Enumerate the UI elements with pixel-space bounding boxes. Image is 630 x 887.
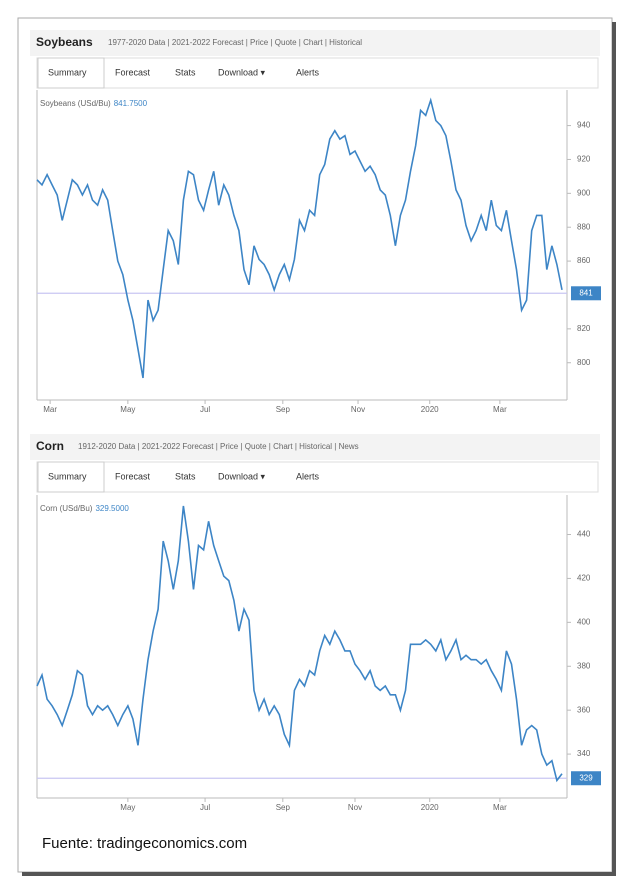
footer: Fuente: tradingeconomics.com xyxy=(42,835,247,852)
tab: Forecast xyxy=(115,471,151,481)
tab: Summary xyxy=(48,67,87,77)
series-price: 329.5000 xyxy=(95,504,129,513)
y-tick-label: 940 xyxy=(577,121,591,130)
series-price: 841.7500 xyxy=(114,99,148,108)
tab: Summary xyxy=(48,471,87,481)
y-tick-label: 880 xyxy=(577,222,591,231)
x-tick-label: Sep xyxy=(276,405,291,414)
tab-selected xyxy=(37,57,105,89)
x-tick-label: Mar xyxy=(493,405,507,414)
y-tick-label: 420 xyxy=(577,574,591,583)
series-label: Soybeans (USd/Bu) xyxy=(40,99,111,108)
y-tick-label: 340 xyxy=(577,749,591,758)
y-tick-label: 440 xyxy=(577,530,591,539)
price-marker-box xyxy=(571,771,601,786)
x-tick-label: Nov xyxy=(351,405,365,414)
card-shadow xyxy=(612,22,616,876)
tab: Stats xyxy=(175,471,196,481)
header-bar xyxy=(30,30,600,56)
tab: Download ▾ xyxy=(218,471,266,481)
x-tick-label: May xyxy=(120,405,135,414)
y-tick-label: 920 xyxy=(577,155,591,164)
y-tick-label: 360 xyxy=(577,705,591,714)
x-tick-label: Nov xyxy=(348,803,362,812)
price-marker-box xyxy=(571,286,601,301)
price-line xyxy=(36,97,563,379)
tab: Alerts xyxy=(296,471,320,481)
tab-bar xyxy=(36,461,599,493)
x-tick-label: Jul xyxy=(200,803,210,812)
chart-subtitle: 1977-2020 Data | 2021-2022 Forecast | Pr… xyxy=(108,38,362,47)
chart-title: Corn xyxy=(36,439,64,453)
x-tick-label: 2020 xyxy=(421,405,439,414)
x-tick-label: Mar xyxy=(493,803,507,812)
chart-title: Soybeans xyxy=(36,35,93,49)
x-tick-label: Mar xyxy=(43,405,57,414)
series-label: Corn (USd/Bu) xyxy=(40,504,93,513)
y-tick-label: 380 xyxy=(577,661,591,670)
tab: Forecast xyxy=(115,67,151,77)
y-tick-label: 820 xyxy=(577,324,591,333)
x-tick-label: Sep xyxy=(276,803,291,812)
y-tick-label: 900 xyxy=(577,188,591,197)
header-bar xyxy=(30,434,600,460)
tab: Alerts xyxy=(296,67,320,77)
price-line xyxy=(36,505,563,783)
chart-subtitle: 1912-2020 Data | 2021-2022 Forecast | Pr… xyxy=(78,442,359,451)
y-tick-label: 800 xyxy=(577,358,591,367)
x-tick-label: 2020 xyxy=(421,803,439,812)
y-tick-label: 400 xyxy=(577,617,591,626)
price-marker-label: 329 xyxy=(579,773,593,782)
tab: Stats xyxy=(175,67,196,77)
x-tick-label: May xyxy=(120,803,135,812)
y-tick-label: 860 xyxy=(577,256,591,265)
card-shadow xyxy=(22,872,616,876)
price-marker-label: 841 xyxy=(579,288,593,297)
tab-selected xyxy=(37,461,105,493)
tab: Download ▾ xyxy=(218,67,266,77)
tab-bar xyxy=(36,57,599,89)
x-tick-label: Jul xyxy=(200,405,210,414)
